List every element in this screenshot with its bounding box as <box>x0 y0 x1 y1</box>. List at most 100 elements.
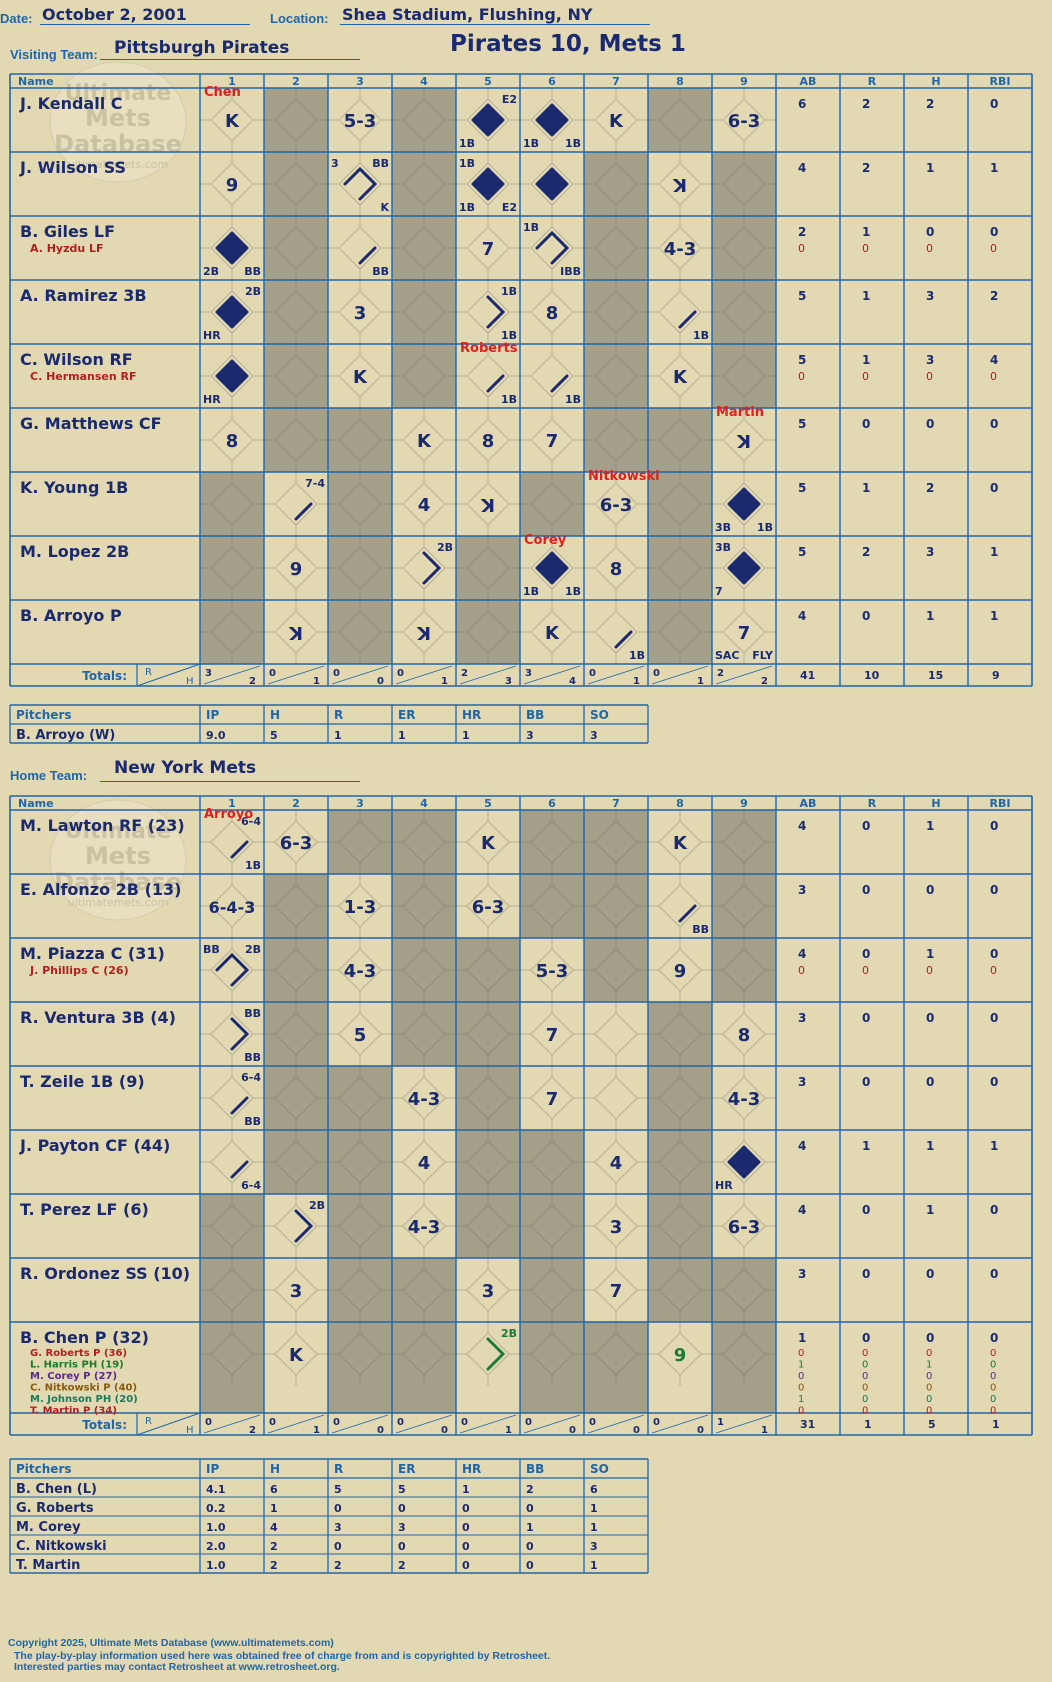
totals-slash <box>267 665 325 685</box>
home-pitchers-header: SO <box>590 1462 609 1476</box>
home-pitchers-header: R <box>334 1462 343 1476</box>
play-notation: 4-3 <box>408 1089 441 1110</box>
inning-header: 1 <box>228 797 236 810</box>
batter-stat: 0 <box>862 1267 870 1281</box>
footer-copyright: Copyright 2025, Ultimate Mets Database (… <box>8 1637 334 1649</box>
pinch-substitute-stat: 0 <box>990 1394 996 1405</box>
play-annotation: 3 <box>331 157 339 170</box>
name-header: Name <box>18 797 54 810</box>
inning-hits: 0 <box>633 1425 640 1436</box>
substitute-stat: 0 <box>926 242 933 255</box>
baserunning-path <box>294 502 313 521</box>
home-pitchers-cell: C. Nitkowski <box>16 1539 107 1554</box>
inning-hits: 3 <box>505 676 512 687</box>
watermark-text: Mets <box>85 104 151 132</box>
pinch-substitute-stat: 0 <box>798 1383 804 1394</box>
pitching-change-note: Roberts <box>460 341 518 356</box>
visiting-pitchers-cell: 5 <box>270 729 278 742</box>
watermark-text: Ultimate <box>65 81 172 106</box>
batter-stat: 1 <box>926 1139 934 1153</box>
batter-stat: 2 <box>798 225 806 239</box>
visiting-team-name: Pittsburgh Pirates <box>114 38 290 58</box>
play-notation: 6-3 <box>728 1217 761 1238</box>
play-annotation: 6-4 <box>241 815 261 828</box>
play-annotation: HR <box>203 393 221 406</box>
play-notation: 6-3 <box>472 897 505 918</box>
team-total: 1 <box>992 1418 1000 1431</box>
play-annotation: 3B <box>715 541 731 554</box>
play-notation: 6-3 <box>600 495 633 516</box>
totals-slash <box>395 1414 453 1434</box>
inning-runs: 3 <box>525 668 532 679</box>
substitute-stat: 0 <box>926 370 933 383</box>
home-pitchers-cell: 5 <box>398 1483 406 1496</box>
batter-name: K. Young 1B <box>20 478 128 497</box>
batter-stat: 1 <box>990 609 998 623</box>
home-pitchers-cell: 0 <box>334 1502 342 1515</box>
play-notation: 8 <box>546 303 559 324</box>
inning-hits: 4 <box>569 676 576 687</box>
batter-stat: 4 <box>990 353 998 367</box>
baserunning-path <box>230 1017 250 1051</box>
visiting-pitchers-cell: 1 <box>462 729 470 742</box>
home-pitchers-header: IP <box>206 1462 219 1476</box>
play-annotation: 2B <box>309 1199 325 1212</box>
baserunning-path <box>486 374 505 393</box>
pinch-substitute-stat: 0 <box>862 1394 868 1405</box>
totals-slash <box>203 665 261 685</box>
play-notation: 8 <box>738 1025 751 1046</box>
inning-header: 6 <box>548 75 556 88</box>
inning-runs: 0 <box>653 668 660 679</box>
home-pitchers-cell: 6 <box>270 1483 278 1496</box>
pitching-change-note: Nitkowski <box>588 469 660 484</box>
pinch-substitute-stat: 0 <box>990 1383 996 1394</box>
visiting-pitchers-cell: B. Arroyo (W) <box>16 728 115 743</box>
batter-name: J. Wilson SS <box>19 158 126 177</box>
batter-stat: 0 <box>926 417 934 431</box>
play-annotation: FLY <box>752 649 774 662</box>
batter-stat: 1 <box>862 353 870 367</box>
totals-slash <box>587 1414 645 1434</box>
batter-stat: 3 <box>798 1011 806 1025</box>
batter-stat: 1 <box>862 1139 870 1153</box>
inning-header: 7 <box>612 75 620 88</box>
inning-hits: 1 <box>313 1425 320 1436</box>
play-notation: 4 <box>418 495 431 516</box>
home-pitchers-cell: 5 <box>334 1483 342 1496</box>
home-pitchers-cell: G. Roberts <box>16 1501 94 1516</box>
batter-stat: 0 <box>926 883 934 897</box>
home-pitchers-cell: 6 <box>590 1483 598 1496</box>
inning-header: 5 <box>484 75 492 88</box>
substitute-stat: 0 <box>990 370 997 383</box>
batter-stat: 1 <box>798 1331 806 1345</box>
pinch-substitute-stat: 0 <box>990 1348 996 1359</box>
pinch-substitute-stat: 0 <box>926 1406 932 1417</box>
watermark-text: Ultimate <box>65 819 172 844</box>
pinch-substitute-stat: 0 <box>926 1383 932 1394</box>
home-pitchers-cell: 3 <box>334 1521 342 1534</box>
play-annotation: BB <box>244 1115 261 1128</box>
baserunning-path <box>358 246 377 265</box>
play-notation: 3 <box>354 303 367 324</box>
batter-stat: 1 <box>990 545 998 559</box>
run-scored-diamond <box>535 167 569 201</box>
run-scored-diamond <box>727 487 761 521</box>
home-pitchers-cell: 4.1 <box>206 1483 226 1496</box>
play-notation: 9 <box>674 961 687 982</box>
watermark-badge <box>49 799 187 921</box>
batter-stat: 3 <box>798 1267 806 1281</box>
baserunning-path <box>230 1096 249 1115</box>
home-pitchers-cell: 1 <box>590 1559 598 1572</box>
name-header: Name <box>18 75 54 88</box>
pinch-substitute-stat: 1 <box>798 1394 804 1405</box>
play-notation: 7 <box>546 1089 559 1110</box>
play-annotation: 7 <box>715 585 723 598</box>
home-pitchers-cell: 3 <box>398 1521 406 1534</box>
inning-header: 4 <box>420 797 428 810</box>
totals-slash <box>587 665 645 685</box>
substitute-stat: 0 <box>798 370 805 383</box>
game-date: October 2, 2001 <box>42 5 187 24</box>
batter-stat: 1 <box>990 1139 998 1153</box>
shaded-cell <box>328 1322 392 1413</box>
